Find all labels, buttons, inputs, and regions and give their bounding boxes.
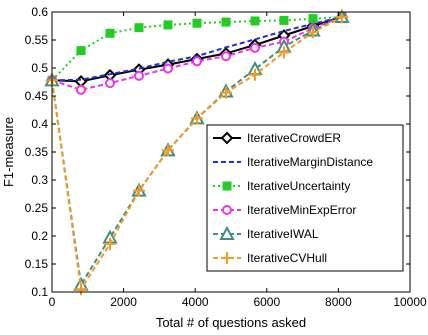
y-tick-label: 0.1 (31, 285, 48, 299)
data-point (190, 112, 203, 125)
legend-box (206, 124, 404, 272)
data-point (134, 23, 144, 33)
y-tick-label: 0.45 (25, 89, 49, 103)
data-point (191, 56, 202, 67)
data-point (75, 84, 86, 95)
data-point (105, 28, 115, 38)
legend-entry: IterativeCVHull (213, 251, 327, 265)
y-tick-label: 0.25 (25, 201, 49, 215)
data-point (277, 46, 290, 59)
data-point (104, 78, 115, 89)
data-point (132, 184, 145, 197)
legend-swatch-marker (221, 252, 233, 264)
y-tick-label: 0.4 (31, 117, 48, 131)
x-tick-label: 4000 (182, 295, 209, 309)
data-point (74, 283, 87, 296)
series-line (51, 16, 343, 82)
data-point (103, 237, 116, 250)
y-tick-label: 0.55 (25, 33, 49, 47)
legend-entry: IterativeMinExpError (213, 203, 356, 217)
series-line (51, 16, 343, 91)
data-point (249, 42, 260, 53)
data-point (162, 63, 173, 74)
y-tick-label: 0.35 (25, 145, 49, 159)
legend: IterativeCrowdER IterativeMarginDistance I… (206, 124, 404, 272)
legend-swatch-marker (222, 181, 232, 191)
data-point (192, 18, 202, 28)
y-axis-label: F1-measure (1, 117, 16, 187)
x-tick-label: 6000 (253, 295, 280, 309)
x-tick-label: 0 (49, 295, 56, 309)
y-tick-label: 0.5 (31, 61, 48, 75)
data-point (248, 68, 261, 81)
x-axis-label: Total # of questions asked (156, 315, 306, 330)
legend-entry: IterativeMarginDistance (213, 155, 373, 169)
legend-entry: IterativeIWAL (213, 225, 319, 241)
x-tick-label: 2000 (110, 295, 137, 309)
data-point (133, 70, 144, 81)
data-point (306, 26, 319, 39)
legend-swatch-marker (222, 205, 232, 215)
data-point (163, 20, 173, 30)
x-tick-label: 10000 (393, 295, 427, 309)
ticks-layer: 0 2000 4000 6000 8000 10000 0.1 0.15 0.2 0.25 0.3 0… (25, 5, 427, 309)
data-point (220, 51, 231, 62)
legend-swatch-marker (220, 131, 234, 145)
legend-entry: IterativeCrowdER (213, 131, 341, 145)
data-point (76, 46, 86, 56)
series-layer (44, 8, 350, 296)
legend-label: IterativeIWAL (247, 227, 319, 241)
legend-label: IterativeCrowdER (247, 131, 341, 145)
data-point (161, 144, 174, 157)
y-tick-label: 0.6 (31, 5, 48, 19)
legend-label: IterativeCVHull (247, 251, 327, 265)
data-point (250, 16, 260, 26)
legend-label: IterativeMarginDistance (247, 155, 373, 169)
x-tick-label: 8000 (325, 295, 352, 309)
data-point (221, 17, 231, 27)
series-IterativeMarginDistance (51, 16, 343, 82)
legend-entry: IterativeUncertainty (213, 179, 350, 193)
data-point (219, 86, 232, 99)
series-IterativeCVHull (46, 11, 348, 296)
y-tick-label: 0.15 (25, 257, 49, 271)
legend-label: IterativeUncertainty (247, 179, 350, 193)
y-tick-label: 0.2 (31, 229, 48, 243)
data-point (335, 11, 348, 24)
y-tick-label: 0.3 (31, 173, 48, 187)
legend-swatch-marker (219, 225, 235, 240)
legend-label: IterativeMinExpError (247, 203, 356, 217)
data-point (279, 15, 289, 25)
data-point (308, 14, 318, 24)
